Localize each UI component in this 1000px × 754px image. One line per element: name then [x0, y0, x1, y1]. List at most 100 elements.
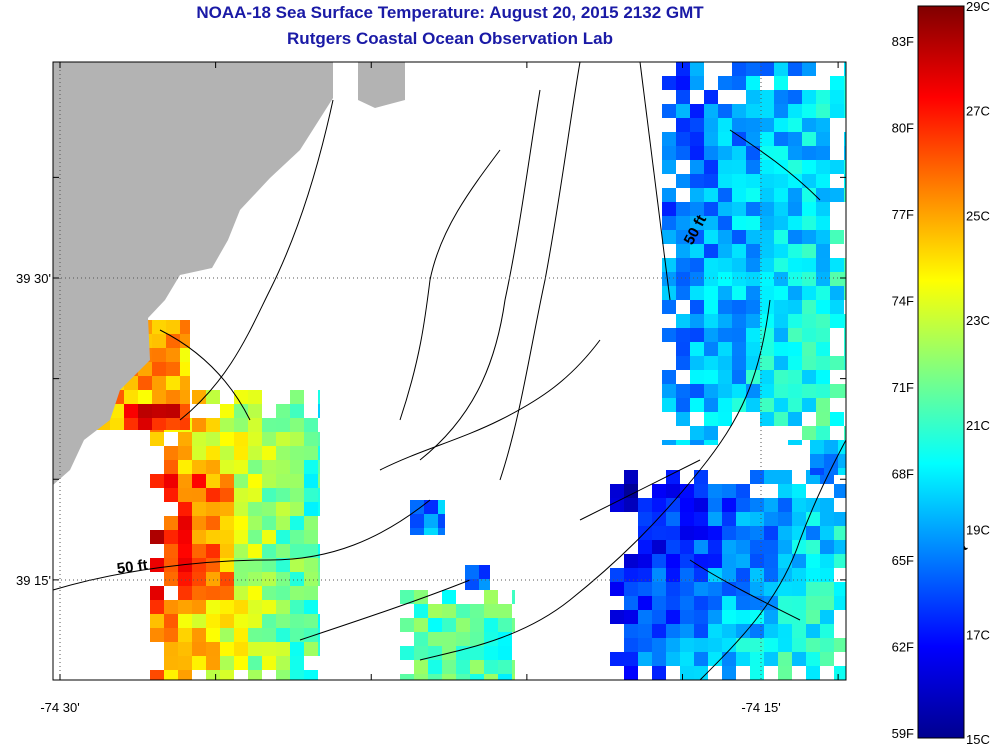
sst-pixel [774, 328, 788, 342]
sst-pixel [624, 666, 638, 680]
sst-pixel [802, 244, 816, 258]
sst-pixel [276, 558, 290, 572]
sst-pixel [666, 484, 680, 498]
sst-pixel [206, 656, 220, 670]
sst-pixel [178, 432, 192, 446]
sst-pixel [220, 404, 234, 418]
sst-pixel [662, 76, 676, 90]
sst-pixel [262, 516, 276, 530]
sst-pixel [234, 516, 248, 530]
sst-pixel [722, 610, 736, 624]
sst-pixels [82, 62, 846, 680]
sst-pixel [276, 670, 290, 680]
sst-pixel [410, 514, 424, 528]
sst-pixel [802, 90, 816, 104]
sst-pixel [248, 544, 262, 558]
sst-pixel [718, 356, 732, 370]
sst-pixel [192, 432, 206, 446]
sst-pixel [676, 286, 690, 300]
sst-pixel [248, 390, 262, 404]
sst-pixel [774, 300, 788, 314]
sst-pixel [498, 646, 512, 660]
sst-pixel [760, 328, 774, 342]
sst-pixel [802, 426, 816, 440]
sst-pixel [820, 512, 834, 526]
sst-pixel [248, 530, 262, 544]
sst-pixel [666, 568, 680, 582]
sst-pixel [788, 174, 802, 188]
sst-pixel [834, 666, 846, 680]
sst-pixel [110, 418, 124, 430]
sst-pixel [676, 90, 690, 104]
sst-pixel [788, 300, 802, 314]
colorbar-c-label: 25C [966, 208, 990, 223]
sst-pixel [732, 104, 746, 118]
sst-pixel [290, 390, 304, 404]
sst-pixel [830, 356, 844, 370]
sst-pixel [164, 460, 178, 474]
sst-pixel [718, 272, 732, 286]
sst-pixel [220, 614, 234, 628]
sst-pixel [722, 526, 736, 540]
sst-pixel [806, 624, 820, 638]
sst-pixel [736, 498, 750, 512]
sst-pixel [736, 512, 750, 526]
sst-pixel [816, 426, 830, 440]
sst-pixel [234, 418, 248, 432]
sst-pixel [788, 328, 802, 342]
sst-pixel [512, 590, 515, 604]
sst-pixel [304, 502, 318, 516]
sst-pixel [138, 390, 152, 404]
sst-pixel [816, 356, 830, 370]
sst-pixel [774, 118, 788, 132]
sst-pixel [178, 516, 192, 530]
sst-pixel [220, 516, 234, 530]
island-land [358, 62, 405, 108]
graticule [53, 62, 846, 680]
sst-pixel [666, 610, 680, 624]
sst-pixel [676, 244, 690, 258]
sst-pixel [652, 582, 666, 596]
sst-pixel [802, 118, 816, 132]
sst-pixel [666, 526, 680, 540]
sst-pixel [834, 512, 846, 526]
sst-pixel [690, 188, 704, 202]
sst-pixel [178, 488, 192, 502]
sst-pixel [220, 502, 234, 516]
sst-pixel [220, 418, 234, 432]
sst-pixel [802, 300, 816, 314]
sst-pixel [498, 674, 512, 680]
sst-pixel [690, 286, 704, 300]
sst-pixel [624, 470, 638, 484]
sst-pixel [206, 390, 220, 404]
sst-pixel [760, 300, 774, 314]
sst-pixel [774, 272, 788, 286]
sst-pixel [428, 660, 442, 674]
sst-pixel [816, 104, 830, 118]
sst-pixel [694, 512, 708, 526]
sst-pixel [788, 398, 802, 412]
sst-pixel [276, 418, 290, 432]
sst-pixel [746, 146, 760, 160]
sst-pixel [624, 610, 638, 624]
sst-pixel [746, 174, 760, 188]
sst-pixel [760, 216, 774, 230]
sst-pixel [732, 76, 746, 90]
depth-contours [52, 61, 847, 681]
sst-pixel [820, 652, 834, 666]
map-subtitle: Rutgers Coastal Ocean Observation Lab [287, 29, 613, 48]
sst-pixel [816, 132, 830, 146]
sst-pixel [760, 174, 774, 188]
sst-pixel [764, 526, 778, 540]
sst-pixel [234, 572, 248, 586]
land-mask [53, 62, 405, 485]
sst-pixel [816, 328, 830, 342]
sst-pixel [774, 132, 788, 146]
sst-pixel [690, 356, 704, 370]
sst-pixel [778, 512, 792, 526]
sst-pixel [792, 596, 806, 610]
sst-pixel [774, 62, 788, 76]
sst-pixel [456, 646, 470, 660]
sst-pixel [844, 174, 846, 188]
sst-pixel [746, 76, 760, 90]
